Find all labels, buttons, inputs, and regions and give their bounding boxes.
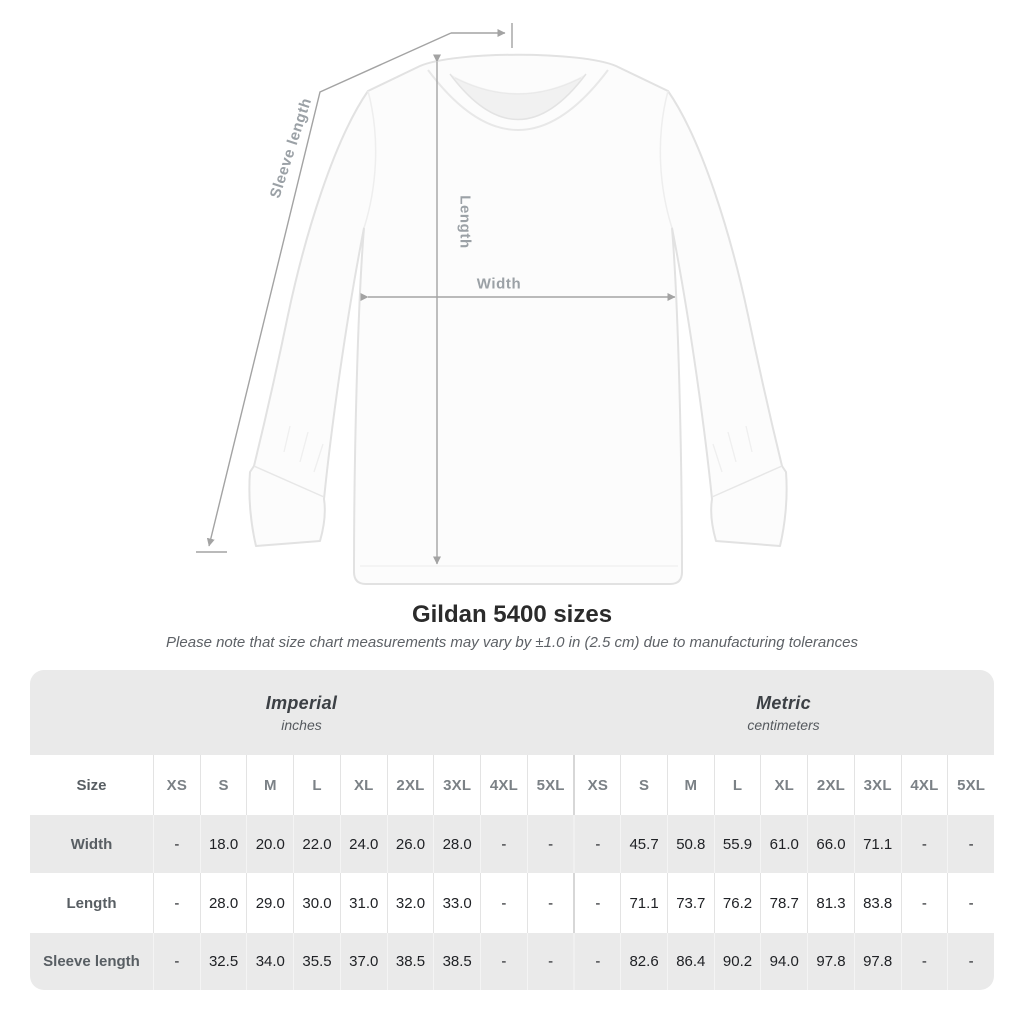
table-cell: - <box>573 815 620 873</box>
tolerance-note: Please note that size chart measurements… <box>166 634 858 651</box>
table-cell: - <box>900 933 948 990</box>
metric-label: Metric <box>756 692 811 713</box>
table-cell: 37.0 <box>339 933 387 990</box>
metric-sublabel: centimeters <box>747 716 820 733</box>
size-header-row: Size XS S M L XL 2XL 3XL 4XL 5XL XS S M L XL 2XL 3XL 4XL 5… <box>30 755 994 815</box>
size-column-header: S <box>620 755 667 815</box>
table-cell: - <box>900 873 948 933</box>
size-column-header: XL <box>760 755 807 815</box>
size-chart-grid: Size XS S M L XL 2XL 3XL 4XL 5XL XS S M L XL 2XL 3XL 4XL 5… <box>30 755 994 990</box>
size-column-header: 3XL <box>853 755 901 815</box>
table-cell: 55.9 <box>713 815 761 873</box>
table-cell: 71.1 <box>853 815 901 873</box>
table-cell: 82.6 <box>620 933 667 990</box>
table-cell: 31.0 <box>339 873 387 933</box>
table-cell: 76.2 <box>713 873 761 933</box>
size-column-header: XS <box>573 755 620 815</box>
table-cell: 18.0 <box>199 815 247 873</box>
table-cell: - <box>480 815 527 873</box>
table-cell: 78.7 <box>760 873 807 933</box>
table-cell: 83.8 <box>853 873 901 933</box>
table-cell: 38.5 <box>386 933 434 990</box>
table-row: Sleeve length -32.5 34.0 35.5 37.0 38.5 38.5- -… <box>30 933 994 990</box>
table-cell: - <box>947 815 994 873</box>
table-cell: 71.1 <box>620 873 667 933</box>
size-column-header: XL <box>339 755 387 815</box>
table-cell: - <box>153 815 200 873</box>
table-cell: 73.7 <box>666 873 714 933</box>
size-column-header: XS <box>153 755 200 815</box>
table-cell: - <box>573 873 620 933</box>
table-row: Width -18.0 20.0 22.0 24.0 26.0 28.0- - -45.7 50.… <box>30 815 994 873</box>
table-cell: 50.8 <box>666 815 714 873</box>
sleeve-length-arrow <box>196 23 513 553</box>
table-cell: 29.0 <box>246 873 293 933</box>
size-column-header: 4XL <box>900 755 948 815</box>
table-cell: 28.0 <box>433 815 480 873</box>
table-cell: - <box>153 933 200 990</box>
long-sleeve-shirt <box>248 53 788 585</box>
table-cell: 30.0 <box>293 873 340 933</box>
table-cell: - <box>480 873 527 933</box>
size-column-header: 2XL <box>386 755 434 815</box>
table-cell: - <box>947 873 994 933</box>
size-column-header: 4XL <box>480 755 527 815</box>
table-cell: - <box>480 933 527 990</box>
unit-group-metric: Metric centimeters <box>573 670 994 755</box>
table-cell: - <box>947 933 994 990</box>
table-cell: 38.5 <box>433 933 480 990</box>
table-cell: - <box>526 873 574 933</box>
table-cell: 97.8 <box>807 933 854 990</box>
table-cell: 94.0 <box>760 933 807 990</box>
table-cell: 86.4 <box>666 933 714 990</box>
size-column-header: 5XL <box>526 755 574 815</box>
size-header-label: Size <box>76 776 107 794</box>
table-cell: - <box>153 873 200 933</box>
imperial-sublabel: inches <box>281 716 322 733</box>
size-column-header: M <box>666 755 714 815</box>
table-cell: 81.3 <box>807 873 854 933</box>
table-cell: 35.5 <box>293 933 340 990</box>
size-column-header: 3XL <box>433 755 480 815</box>
imperial-label: Imperial <box>265 692 338 713</box>
size-column-header: L <box>713 755 761 815</box>
table-cell: 26.0 <box>386 815 434 873</box>
size-column-header: S <box>199 755 247 815</box>
unit-group-imperial: Imperial inches <box>30 670 573 755</box>
length-label: Length <box>456 195 474 249</box>
row-label: Width <box>70 835 113 853</box>
table-row: Length -28.0 29.0 30.0 31.0 32.0 33.0- - -71.1 73… <box>30 873 994 933</box>
table-cell: 45.7 <box>620 815 667 873</box>
table-cell: 20.0 <box>246 815 293 873</box>
size-column-header: 5XL <box>947 755 994 815</box>
width-label: Width <box>476 275 522 293</box>
size-column-header: M <box>246 755 293 815</box>
size-column-header: L <box>293 755 340 815</box>
table-cell: 66.0 <box>807 815 854 873</box>
table-cell: 32.5 <box>199 933 247 990</box>
table-cell: - <box>526 933 574 990</box>
table-cell: - <box>573 933 620 990</box>
table-cell: 24.0 <box>339 815 387 873</box>
table-cell: - <box>900 815 948 873</box>
table-cell: 32.0 <box>386 873 434 933</box>
size-chart-table: Imperial inches Metric centimeters Size X… <box>30 670 994 990</box>
page-title: Gildan 5400 sizes <box>411 601 613 628</box>
table-cell: 22.0 <box>293 815 340 873</box>
shirt-illustration <box>196 23 788 585</box>
row-label: Length <box>66 894 117 912</box>
table-cell: 97.8 <box>853 933 901 990</box>
table-cell: 90.2 <box>713 933 761 990</box>
table-cell: 33.0 <box>433 873 480 933</box>
table-cell: - <box>526 815 574 873</box>
table-cell: 28.0 <box>199 873 247 933</box>
size-column-header: 2XL <box>807 755 854 815</box>
row-label: Sleeve length <box>43 953 140 970</box>
table-cell: 61.0 <box>760 815 807 873</box>
unit-band: Imperial inches Metric centimeters <box>30 670 994 755</box>
table-cell: 34.0 <box>246 933 293 990</box>
